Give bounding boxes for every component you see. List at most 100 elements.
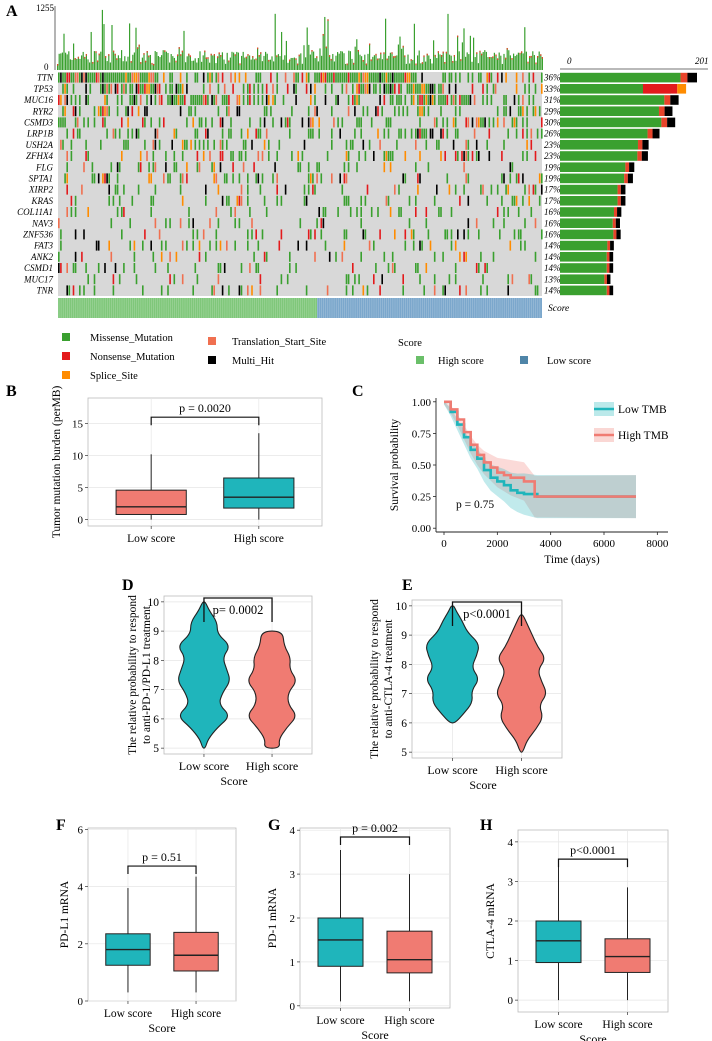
tmb-bar — [162, 50, 164, 70]
matrix-cell — [179, 173, 182, 184]
matrix-cell — [364, 83, 367, 94]
legend-label-multihit: Multi_Hit — [232, 356, 274, 367]
matrix-cell — [446, 128, 449, 139]
tmb-bar-cap — [204, 50, 206, 53]
matrix-cell — [263, 251, 266, 262]
right-bar-missense — [560, 151, 638, 161]
matrix-cell — [366, 106, 369, 117]
tmb-bar-cap — [386, 58, 388, 61]
matrix-cell — [438, 95, 440, 105]
matrix-cell — [169, 95, 171, 105]
matrix-cell — [207, 139, 209, 150]
tmb-bar-cap — [92, 61, 94, 64]
tmb-bar — [404, 55, 406, 70]
legend-swatch-missense — [62, 333, 70, 341]
matrix-cell — [419, 128, 421, 139]
matrix-cell — [87, 151, 89, 161]
y-tick-label: 2 — [78, 939, 84, 951]
right-bar-multihit — [606, 274, 611, 284]
matrix-cell — [538, 195, 541, 206]
matrix-cell — [528, 274, 530, 285]
right-bar-nonsense — [617, 184, 621, 195]
matrix-cell — [215, 229, 218, 240]
matrix-cell — [131, 95, 134, 105]
tmb-bar — [466, 52, 468, 70]
matrix-cell — [85, 263, 87, 273]
tmb-bar-cap — [476, 52, 478, 54]
tmb-bar — [105, 56, 107, 70]
matrix-cell — [123, 83, 125, 94]
matrix-cell — [146, 106, 148, 117]
matrix-cell — [142, 240, 144, 251]
matrix-cell — [312, 117, 314, 128]
tmb-bar — [167, 52, 169, 70]
matrix-cell — [450, 72, 453, 83]
y-tick-label: 0.50 — [412, 460, 432, 472]
tmb-bar — [316, 56, 318, 70]
percent-label: 14% — [544, 252, 561, 262]
percent-label: 16% — [544, 218, 561, 228]
matrix-cell — [173, 162, 176, 173]
matrix-cell — [215, 72, 218, 83]
matrix-cell — [345, 274, 348, 285]
tmb-bar — [116, 58, 118, 70]
matrix-cell — [91, 162, 94, 173]
matrix-cell — [108, 240, 110, 251]
survival-plot: 0.000.250.500.751.000 2000 4000 6000 8000Low… — [389, 397, 669, 566]
tmb-bar — [119, 58, 121, 70]
matrix-cell — [389, 207, 392, 217]
matrix-cell — [402, 106, 404, 117]
matrix-cell — [261, 83, 264, 94]
matrix-cell — [93, 106, 96, 117]
matrix-cell — [167, 285, 169, 296]
matrix-cell — [249, 83, 251, 94]
tmb-bar — [159, 57, 161, 70]
matrix-cell — [249, 207, 251, 217]
matrix-cell — [404, 72, 407, 83]
matrix-cell — [270, 72, 272, 83]
y-tick-label: 7 — [153, 685, 159, 697]
tmb-bar-cap — [218, 52, 220, 55]
matrix-cell — [278, 139, 281, 150]
tmb-bar-cap — [380, 52, 382, 55]
tmb-bar — [111, 25, 113, 70]
matrix-cell — [307, 117, 310, 128]
matrix-cell — [526, 151, 528, 161]
tmb-bar-cap — [95, 51, 97, 53]
matrix-cell — [276, 173, 278, 184]
matrix-cell — [194, 139, 197, 150]
percent-label: 17% — [544, 185, 561, 195]
matrix-cell — [454, 83, 457, 94]
tmb-bar — [226, 52, 228, 70]
matrix-cell — [272, 117, 274, 128]
right-bar-nonsense — [670, 84, 678, 94]
matrix-cell — [150, 240, 152, 251]
tmb-bar — [183, 30, 185, 71]
tmb-bar — [413, 23, 415, 70]
matrix-cell — [398, 95, 400, 105]
matrix-cell — [482, 184, 484, 195]
matrix-cell — [238, 285, 241, 296]
matrix-cell — [305, 83, 308, 94]
matrix-cell — [444, 229, 446, 240]
matrix-cell — [238, 151, 241, 161]
matrix-cell — [66, 83, 68, 94]
tmb-bar — [223, 59, 225, 70]
matrix-cell — [318, 72, 320, 83]
tmb-bar — [209, 62, 211, 70]
matrix-cell — [154, 184, 157, 195]
tmb-bar — [521, 51, 523, 70]
matrix-cell — [192, 229, 194, 240]
matrix-cell — [385, 195, 388, 206]
matrix-cell — [389, 83, 392, 94]
tmb-bar — [258, 55, 260, 70]
matrix-cell — [259, 72, 262, 83]
tmb-bar — [393, 56, 395, 70]
matrix-cell — [482, 83, 484, 94]
matrix-cell — [160, 95, 163, 105]
matrix-cell — [541, 83, 543, 94]
tmb-bar — [263, 55, 265, 70]
tmb-bar — [165, 51, 167, 70]
matrix-cell — [360, 218, 362, 229]
